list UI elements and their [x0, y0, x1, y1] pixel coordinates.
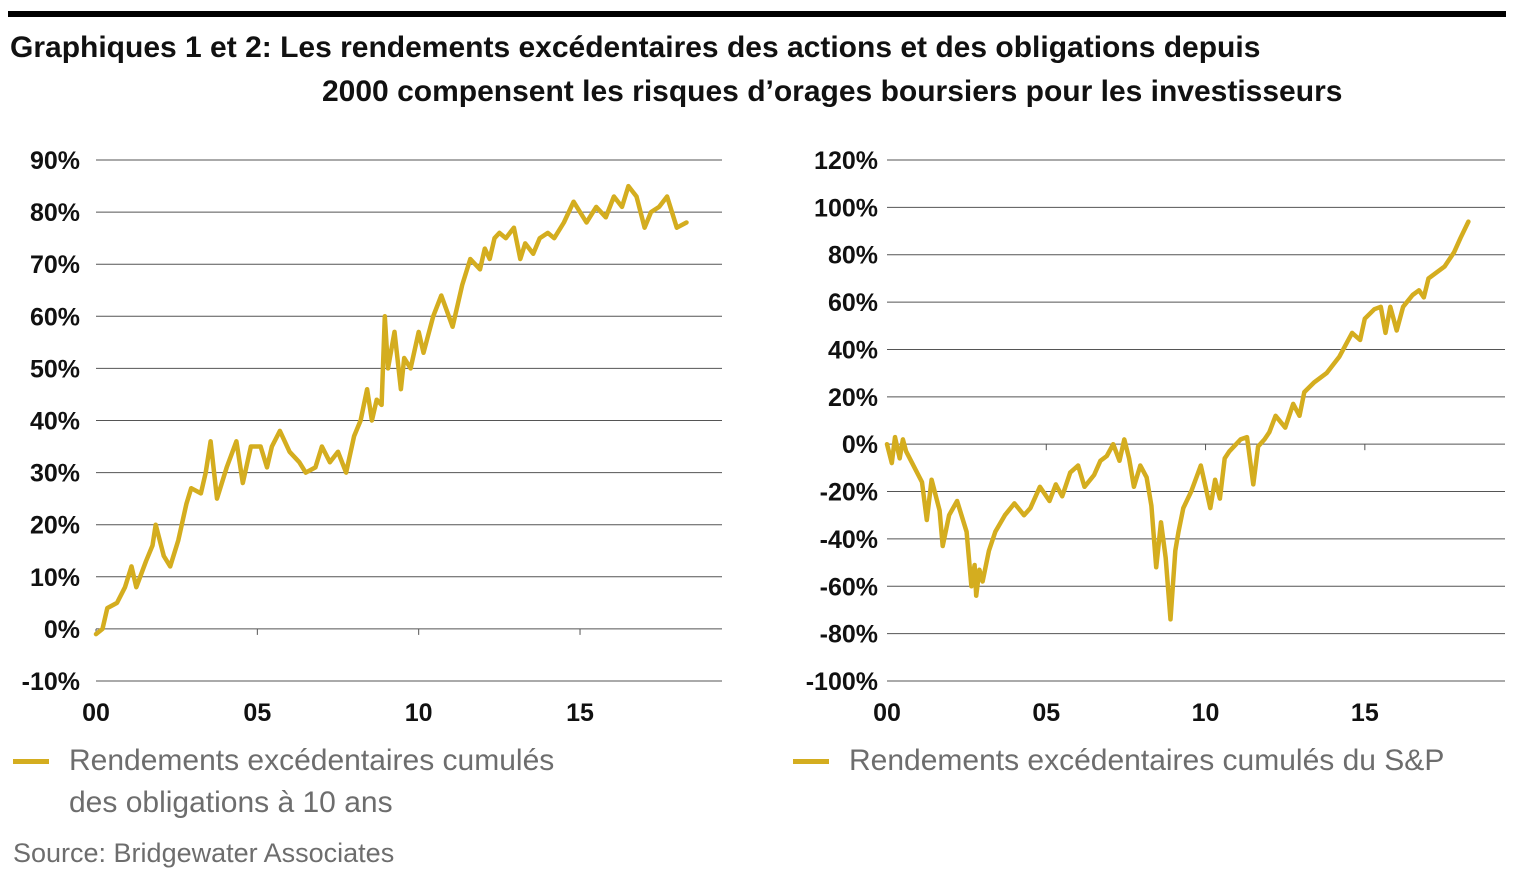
y-tick-label: 70%: [30, 251, 80, 279]
x-tick-label: 00: [82, 699, 110, 727]
series-line: [93, 183, 689, 637]
x-tick-label: 05: [1032, 699, 1060, 727]
y-tick-label: 20%: [828, 384, 878, 412]
y-tick-label: -80%: [820, 621, 878, 649]
chart-sp-excess-returns: 120% 100% 80% 60% 40% 20% 0% -20% -40% -60% -80% -1…: [806, 147, 1505, 727]
y-tick-label: -40%: [820, 526, 878, 554]
y-tick-label: 60%: [30, 303, 80, 331]
y-tick-label: 80%: [828, 242, 878, 270]
y-tick-label: 0%: [44, 616, 80, 644]
y-tick-label: 50%: [30, 355, 80, 383]
x-tick-label: 05: [243, 699, 271, 727]
chart-bond-excess-returns: 90% 80% 70% 60% 50% 40% 30% 20% 10% 0% -10%00 05 10 1…: [22, 147, 722, 727]
y-tick-label: 20%: [30, 512, 80, 540]
legend-right-swatch: [793, 759, 829, 764]
x-tick-label: 15: [1351, 699, 1379, 727]
source-note: Source: Bridgewater Associates: [13, 838, 395, 868]
figure-title: Graphiques 1 et 2: Les rendements excéde…: [10, 26, 1510, 114]
series-line: [884, 219, 1471, 622]
y-tick-label: 30%: [30, 460, 80, 488]
y-tick-label: 10%: [30, 564, 80, 592]
y-tick-label: 40%: [828, 336, 878, 364]
y-tick-label: 0%: [842, 431, 878, 459]
legend-right: Rendements excédentaires cumulés du S&P: [793, 740, 1513, 785]
legend-left-line-2: des obligations à 10 ans: [69, 786, 393, 819]
title-line-1: Graphiques 1 et 2: Les rendements excéde…: [10, 31, 1261, 64]
y-tick-label: 60%: [828, 289, 878, 317]
x-tick-label: 00: [873, 699, 901, 727]
y-tick-label: 120%: [814, 147, 878, 175]
title-line-2: 2000 compensent les risques d’orages bou…: [322, 75, 1343, 108]
legend-right-text: Rendements excédentaires cumulés du S&P: [849, 744, 1445, 777]
y-tick-label: 90%: [30, 147, 80, 175]
x-tick-label: 15: [566, 699, 594, 727]
y-tick-label: 100%: [814, 194, 878, 222]
y-tick-label: -20%: [820, 479, 878, 507]
y-tick-label: -10%: [22, 668, 80, 696]
legend-left-line-1: Rendements excédentaires cumulés: [69, 744, 555, 777]
y-tick-label: -100%: [806, 668, 878, 696]
legend-left: Rendements excédentaires cumulés des obl…: [13, 740, 713, 830]
y-tick-label: -60%: [820, 573, 878, 601]
x-tick-label: 10: [405, 699, 433, 727]
legend-left-text: Rendements excédentaires cumulés des obl…: [69, 740, 554, 824]
x-tick-label: 10: [1192, 699, 1220, 727]
y-tick-label: 40%: [30, 408, 80, 436]
y-tick-label: 80%: [30, 199, 80, 227]
top-rule: [8, 11, 1506, 17]
legend-left-swatch: [13, 759, 49, 764]
